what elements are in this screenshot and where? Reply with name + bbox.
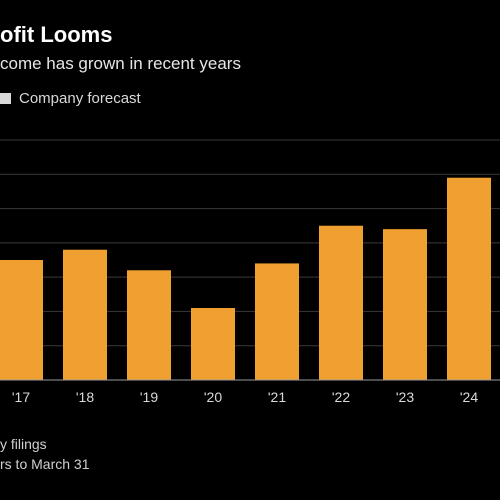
bar-'18: [63, 249, 107, 380]
x-tick-label: '17: [12, 389, 30, 405]
x-tick-label: '18: [76, 389, 94, 405]
x-tick-label: '22: [332, 389, 350, 405]
bar-'22: [319, 225, 363, 380]
x-tick-label: '21: [268, 389, 286, 405]
x-tick-label: '24: [460, 389, 478, 405]
bar-'24: [447, 177, 491, 380]
fiscal-note: rs to March 31: [0, 456, 90, 472]
bar-'21: [255, 263, 299, 380]
x-tick-label: '23: [396, 389, 414, 405]
x-tick-label: '19: [140, 389, 158, 405]
x-tick-label: '20: [204, 389, 222, 405]
legend-label: Company forecast: [19, 90, 141, 107]
chart-subtitle: come has grown in recent years: [0, 54, 241, 73]
bar-chart: '17 '18 '19 '20 '21 '22 '23 '24: [0, 139, 500, 405]
bar-'23: [383, 229, 427, 380]
legend-swatch: [0, 93, 11, 104]
chart-title: ofit Looms: [0, 22, 113, 47]
bar-'17: [0, 260, 43, 380]
bar-'19: [127, 270, 171, 380]
legend: Company forecast: [0, 90, 141, 107]
bar-'20: [191, 308, 235, 380]
source-note: y filings: [0, 436, 47, 452]
